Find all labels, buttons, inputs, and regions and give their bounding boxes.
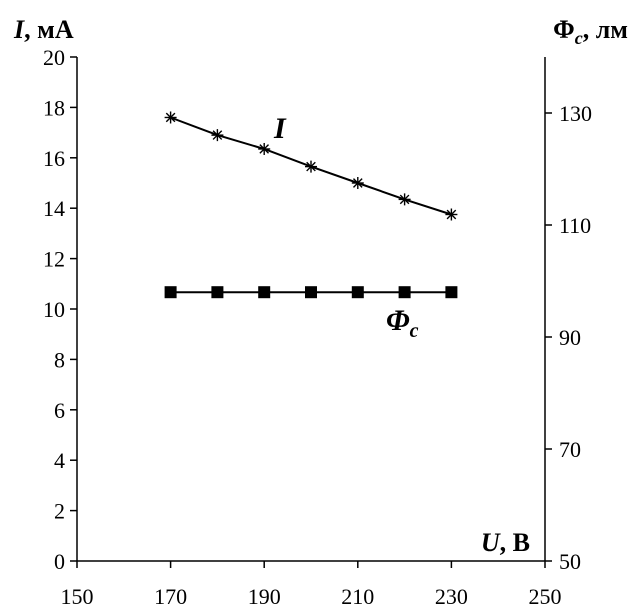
right-y-tick-label: 90 (559, 325, 581, 350)
data-point-phi (305, 286, 317, 299)
data-point-i (305, 160, 317, 173)
right-y-tick-label: 50 (559, 549, 581, 574)
right-y-tick-label: 70 (559, 437, 581, 462)
left-y-tick-label: 2 (54, 499, 65, 524)
left-y-tick-label: 16 (43, 146, 65, 171)
left-y-tick-label: 12 (43, 247, 65, 272)
left-y-tick-label: 10 (43, 297, 65, 322)
right-axis-unit: , лм (583, 15, 628, 44)
left-y-tick-label: 14 (43, 196, 65, 221)
data-point-i (351, 177, 364, 189)
right-y-tick-label: 110 (559, 213, 591, 238)
series-label-phi-subscript: c (410, 320, 419, 342)
x-tick-label: 250 (529, 584, 562, 609)
x-tick-label: 190 (248, 584, 281, 609)
left-axis-title: I, мА (13, 15, 74, 44)
right-axis-subscript: c (575, 28, 583, 48)
left-y-tick-label: 18 (43, 95, 65, 120)
left-axis-unit: , мА (24, 15, 74, 44)
left-axis-symbol: I (13, 15, 25, 44)
x-tick-label: 170 (154, 584, 187, 609)
x-tick-label: 230 (435, 584, 468, 609)
series-label-phi-symbol: Φ (386, 304, 410, 337)
data-point-i (164, 111, 177, 124)
ticks: 150 170 190 210 230 250 0 2 4 6 8 10 12 14 16 18 20 50 70 9… (43, 45, 592, 609)
data-point-i (398, 193, 411, 206)
asterisk-stroke (259, 144, 270, 154)
x-axis-unit: , В (500, 528, 530, 557)
x-tick-label: 150 (61, 584, 94, 609)
x-axis-symbol: U (481, 528, 501, 557)
data-point-phi (398, 286, 411, 299)
left-y-tick-label: 20 (43, 45, 65, 70)
left-y-tick-label: 4 (54, 448, 65, 473)
asterisk-stroke (306, 161, 316, 172)
x-axis-title: U, В (481, 528, 530, 557)
axes (76, 57, 546, 562)
x-tick-label: 210 (341, 584, 374, 609)
asterisk-stroke (399, 194, 410, 205)
data-point-i (211, 129, 224, 142)
series-label-i: I (273, 112, 287, 145)
right-axis-symbol: Φ (553, 15, 575, 44)
left-y-tick-label: 8 (54, 347, 65, 372)
data-point-phi (164, 286, 177, 299)
data-point-i (258, 142, 271, 155)
data-point-phi (211, 286, 224, 299)
data-point-phi (258, 286, 271, 299)
right-y-tick-label: 130 (559, 101, 592, 126)
left-y-tick-label: 6 (54, 398, 65, 423)
series (164, 111, 458, 299)
series-label-phi: Φc (386, 304, 419, 342)
left-y-tick-label: 0 (54, 549, 65, 574)
asterisk-stroke (446, 209, 457, 220)
asterisk-stroke (165, 112, 176, 123)
data-point-phi (445, 286, 458, 299)
asterisk-stroke (352, 178, 363, 188)
data-point-i (445, 208, 458, 221)
asterisk-stroke (212, 130, 223, 140)
right-axis-title: Φc, лм (553, 15, 628, 48)
data-point-phi (351, 286, 364, 299)
